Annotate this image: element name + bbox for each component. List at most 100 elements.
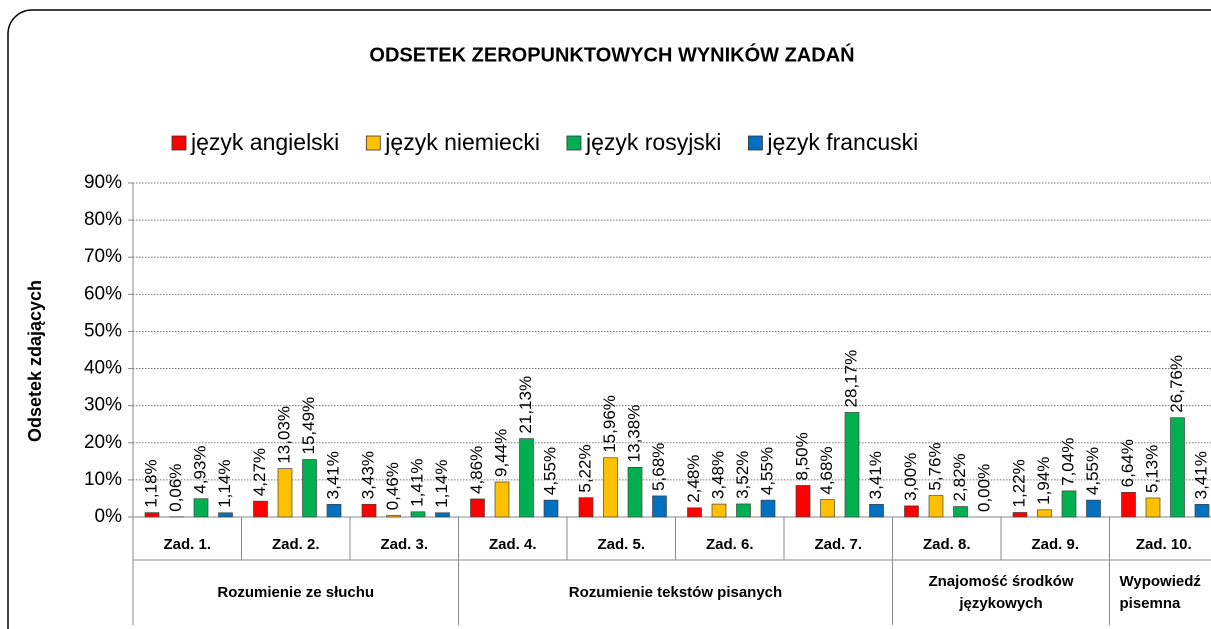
value-label: 4,93% [190, 446, 209, 494]
value-label: 21,13% [516, 376, 535, 434]
value-label: 3,48% [708, 451, 727, 499]
y-tick-label: 30% [84, 395, 122, 416]
value-label: 1,22% [1009, 459, 1028, 507]
bar [687, 507, 702, 518]
bar [386, 514, 401, 518]
value-label: 4,68% [817, 446, 836, 494]
value-label: 1,14% [215, 460, 234, 508]
legend-label: język francuski [766, 129, 918, 155]
value-label: 3,41% [1191, 451, 1210, 499]
bar [326, 503, 342, 518]
bar [218, 512, 233, 518]
value-label: 15,96% [600, 395, 619, 453]
value-label: 4,55% [540, 447, 559, 495]
x-tick-label: Zad. 10. [1136, 536, 1192, 553]
bar [410, 511, 426, 518]
value-label: 3,41% [323, 451, 342, 499]
y-tick-label: 10% [84, 469, 122, 490]
value-label: 5,13% [1142, 445, 1161, 493]
x-tick-label: Zad. 2. [272, 536, 320, 553]
y-axis-label: Odsetek zdających [25, 280, 45, 442]
value-label: 13,03% [274, 406, 293, 464]
value-label: 1,94% [1034, 457, 1053, 505]
chart-title: ODSETEK ZEROPUNKTOWYCH WYNIKÓW ZADAŃ [369, 42, 854, 66]
bar [904, 505, 919, 518]
value-label: 8,50% [792, 432, 811, 480]
x-tick-label: Zad. 8. [923, 536, 971, 553]
bar [1170, 417, 1185, 518]
y-tick-label: 90% [84, 172, 122, 193]
value-label: 26,76% [1167, 355, 1186, 413]
value-label: 0,06% [166, 464, 185, 512]
y-tick-label: 70% [84, 246, 122, 267]
y-tick-label: 0% [95, 506, 123, 527]
x-tick-label: Zad. 5. [597, 536, 645, 553]
bar [820, 499, 835, 518]
value-label: 4,55% [757, 447, 776, 495]
value-label: 5,68% [649, 443, 668, 491]
bar [603, 457, 618, 518]
value-label: 0,46% [383, 462, 402, 510]
y-tick-label: 60% [84, 283, 122, 304]
bar [760, 499, 776, 518]
value-label: 4,55% [1083, 447, 1102, 495]
legend-swatch [171, 135, 187, 151]
value-label: 4,86% [467, 446, 486, 494]
bar [435, 512, 450, 518]
value-label: 3,41% [866, 451, 885, 499]
bar [1012, 512, 1028, 518]
group-label: Znajomość środków językowych [928, 573, 1074, 612]
bar [1061, 490, 1077, 518]
legend-label: język rosyjski [585, 129, 721, 155]
value-label: 6,64% [1118, 439, 1137, 487]
bar [928, 495, 944, 518]
bar [1194, 503, 1210, 518]
bar [736, 503, 751, 518]
legend-swatch [566, 135, 582, 151]
x-tick-label: Zad. 6. [706, 536, 754, 553]
bar [361, 503, 377, 518]
value-label: 3,43% [358, 451, 377, 499]
bar [1145, 497, 1161, 518]
value-label: 13,38% [624, 405, 643, 463]
bar [302, 459, 317, 518]
value-label: 1,18% [141, 459, 160, 507]
value-label: 5,22% [575, 444, 594, 492]
y-tick-label: 80% [84, 209, 122, 230]
group-label: Rozumienie ze słuchu [217, 584, 375, 601]
bar [277, 468, 293, 518]
bar [1121, 492, 1136, 518]
legend-label: język angielski [190, 129, 339, 155]
value-label: 3,52% [733, 451, 752, 499]
legend-label: język niemiecki [384, 129, 540, 155]
x-tick-label: Zad. 4. [489, 536, 537, 553]
bar [652, 495, 667, 518]
group-label: Rozumienie tekstów pisanych [568, 584, 783, 601]
group-label: Wypowiedź pisemna [1119, 573, 1201, 612]
bar [578, 497, 594, 518]
y-tick-label: 40% [84, 358, 122, 379]
value-label: 1,41% [407, 459, 426, 507]
x-tick-label: Zad. 3. [380, 536, 428, 553]
legend-swatch [365, 135, 381, 151]
value-label: 5,76% [925, 442, 944, 490]
value-label: 15,49% [299, 397, 318, 455]
bar [869, 503, 884, 518]
bar [1037, 509, 1052, 518]
bar [1086, 499, 1101, 518]
bar [543, 499, 559, 518]
bar [253, 500, 268, 518]
value-label: 0,00% [974, 464, 993, 512]
value-label: 2,48% [684, 455, 703, 503]
value-label: 2,82% [950, 453, 969, 501]
value-label: 28,17% [841, 350, 860, 408]
x-tick-label: Zad. 7. [814, 536, 862, 553]
bar [711, 503, 727, 518]
x-tick-label: Zad. 1. [163, 536, 211, 553]
bar [844, 412, 860, 518]
value-label: 1,14% [432, 460, 451, 508]
value-label: 7,04% [1058, 438, 1077, 486]
value-label: 9,44% [491, 429, 510, 477]
